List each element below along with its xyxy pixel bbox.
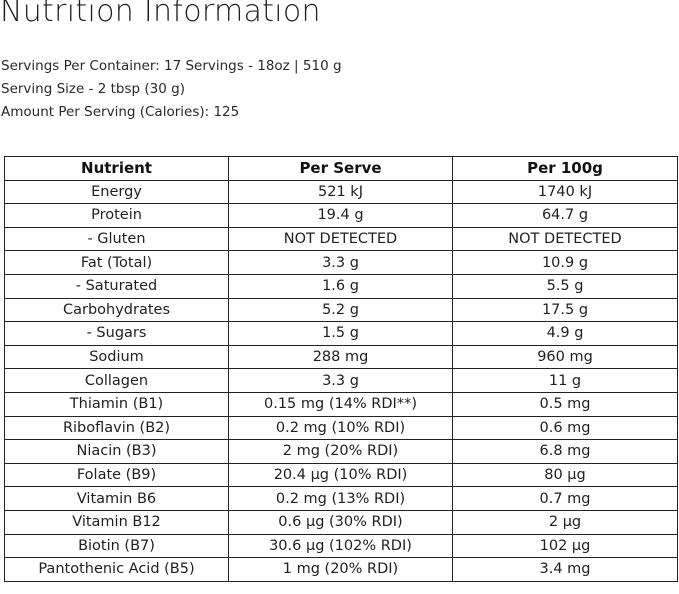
per-serve-cell: 1.5 g: [228, 321, 453, 346]
table-row: Collagen 3.3 g 11 g: [4, 368, 678, 393]
table-row: Protein 19.4 g 64.7 g: [4, 203, 678, 228]
nutrient-cell: - Gluten: [4, 226, 229, 252]
table-row: Carbohydrates 5.2 g 17.5 g: [4, 297, 678, 323]
per-100g-cell: 102 µg: [452, 533, 678, 559]
nutrient-cell: Vitamin B12: [4, 509, 229, 535]
per-100g-cell: 960 mg: [452, 344, 678, 370]
nutrient-cell: Biotin (B7): [4, 533, 229, 559]
per-serve-cell: 1.6 g: [228, 273, 453, 299]
nutrient-cell: Vitamin B6: [4, 486, 229, 511]
table-row: - Sugars 1.5 g 4.9 g: [4, 321, 678, 346]
per-100g-cell: 2 µg: [452, 509, 678, 535]
table-row: Vitamin B6 0.2 mg (13% RDI) 0.7 mg: [4, 486, 678, 511]
per-serve-cell: 3.3 g: [228, 250, 453, 275]
table-row: Vitamin B12 0.6 µg (30% RDI) 2 µg: [4, 509, 678, 535]
table-row: - Saturated 1.6 g 5.5 g: [4, 273, 678, 299]
per-100g-cell: 0.7 mg: [452, 486, 678, 511]
per-100g-cell: 11 g: [452, 368, 678, 393]
per-100g-cell: 0.6 mg: [452, 415, 678, 441]
table-row: Pantothenic Acid (B5) 1 mg (20% RDI) 3.4 m…: [4, 557, 678, 582]
header-per-100g: Per 100g: [452, 156, 678, 181]
per-serve-cell: 20.4 µg (10% RDI): [228, 462, 453, 488]
per-100g-cell: NOT DETECTED: [452, 226, 678, 252]
per-100g-cell: 10.9 g: [452, 250, 678, 275]
per-100g-cell: 0.5 mg: [452, 391, 678, 417]
per-serve-cell: 288 mg: [228, 344, 453, 370]
nutrient-cell: Fat (Total): [4, 250, 229, 275]
header-nutrient: Nutrient: [4, 156, 229, 181]
nutrient-cell: Energy: [4, 179, 229, 205]
per-serve-cell: 30.6 µg (102% RDI): [228, 533, 453, 559]
per-100g-cell: 4.9 g: [452, 321, 678, 346]
per-serve-cell: 1 mg (20% RDI): [228, 557, 453, 582]
per-100g-cell: 64.7 g: [452, 203, 678, 228]
per-serve-cell: 0.15 mg (14% RDI**): [228, 391, 453, 417]
table-row: Riboflavin (B2) 0.2 mg (10% RDI) 0.6 mg: [4, 415, 678, 441]
table-row: Folate (B9) 20.4 µg (10% RDI) 80 µg: [4, 462, 678, 488]
per-100g-cell: 17.5 g: [452, 297, 678, 323]
per-serve-cell: 2 mg (20% RDI): [228, 439, 453, 464]
per-serve-cell: 3.3 g: [228, 368, 453, 393]
nutrient-cell: Niacin (B3): [4, 439, 229, 464]
nutrient-cell: Folate (B9): [4, 462, 229, 488]
per-100g-cell: 1740 kJ: [452, 179, 678, 205]
per-100g-cell: 6.8 mg: [452, 439, 678, 464]
per-serve-cell: 521 kJ: [228, 179, 453, 205]
table-row: Sodium 288 mg 960 mg: [4, 344, 678, 370]
table-row: - Gluten NOT DETECTED NOT DETECTED: [4, 226, 678, 252]
amount-per-serving: Amount Per Serving (Calories): 125: [1, 104, 240, 120]
nutrient-cell: Sodium: [4, 344, 229, 370]
table-row: Fat (Total) 3.3 g 10.9 g: [4, 250, 678, 275]
per-serve-cell: 0.6 µg (30% RDI): [228, 509, 453, 535]
nutrient-cell: Pantothenic Acid (B5): [4, 557, 229, 582]
table-header-row: Nutrient Per Serve Per 100g: [4, 156, 678, 181]
nutrient-cell: - Saturated: [4, 273, 229, 299]
servings-per-container: Servings Per Container: 17 Servings - 18…: [1, 58, 342, 74]
per-serve-cell: NOT DETECTED: [228, 226, 453, 252]
per-100g-cell: 3.4 mg: [452, 557, 678, 582]
nutrient-cell: - Sugars: [4, 321, 229, 346]
table-row: Biotin (B7) 30.6 µg (102% RDI) 102 µg: [4, 533, 678, 559]
nutrition-table: Nutrient Per Serve Per 100g Energy 521 kJ…: [4, 156, 678, 582]
per-serve-cell: 0.2 mg (10% RDI): [228, 415, 453, 441]
header-per-serve: Per Serve: [228, 156, 453, 181]
serving-size: Serving Size - 2 tbsp (30 g): [1, 81, 185, 97]
nutrient-cell: Thiamin (B1): [4, 391, 229, 417]
per-serve-cell: 5.2 g: [228, 297, 453, 323]
table-body: Energy 521 kJ 1740 kJ Protein 19.4 g 64.7 g- …: [4, 179, 678, 582]
nutrient-cell: Collagen: [4, 368, 229, 393]
nutrient-cell: Protein: [4, 203, 229, 228]
nutrient-cell: Carbohydrates: [4, 297, 229, 323]
table-row: Thiamin (B1) 0.15 mg (14% RDI**) 0.5 mg: [4, 391, 678, 417]
table-row: Energy 521 kJ 1740 kJ: [4, 179, 678, 205]
per-serve-cell: 0.2 mg (13% RDI): [228, 486, 453, 511]
table-row: Niacin (B3) 2 mg (20% RDI) 6.8 mg: [4, 439, 678, 464]
nutrient-cell: Riboflavin (B2): [4, 415, 229, 441]
per-serve-cell: 19.4 g: [228, 203, 453, 228]
per-100g-cell: 80 µg: [452, 462, 678, 488]
page-title: Nutrition Information: [0, 0, 321, 29]
per-100g-cell: 5.5 g: [452, 273, 678, 299]
